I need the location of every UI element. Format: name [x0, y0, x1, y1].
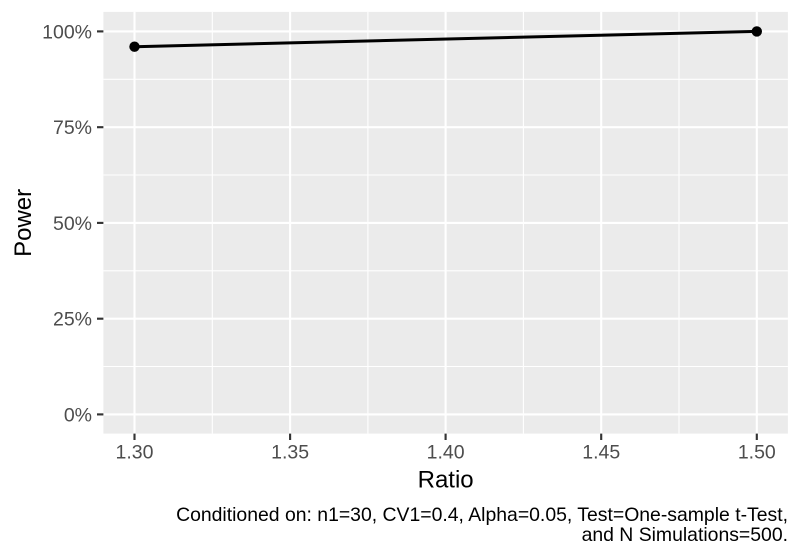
svg-text:1.35: 1.35: [271, 442, 309, 464]
svg-text:1.45: 1.45: [582, 442, 620, 464]
svg-text:1.40: 1.40: [427, 442, 465, 464]
svg-text:100%: 100%: [42, 21, 92, 43]
svg-text:and N Simulations=500.: and N Simulations=500.: [582, 524, 788, 546]
svg-text:75%: 75%: [53, 117, 92, 139]
svg-text:Conditioned on: n1=30, CV1=0.4: Conditioned on: n1=30, CV1=0.4, Alpha=0.…: [176, 504, 788, 526]
svg-text:1.50: 1.50: [738, 442, 776, 464]
svg-text:0%: 0%: [64, 404, 92, 426]
svg-text:25%: 25%: [53, 309, 92, 331]
svg-text:1.30: 1.30: [116, 442, 154, 464]
svg-text:Ratio: Ratio: [418, 466, 474, 493]
svg-text:Power: Power: [10, 189, 37, 257]
svg-text:50%: 50%: [53, 213, 92, 235]
